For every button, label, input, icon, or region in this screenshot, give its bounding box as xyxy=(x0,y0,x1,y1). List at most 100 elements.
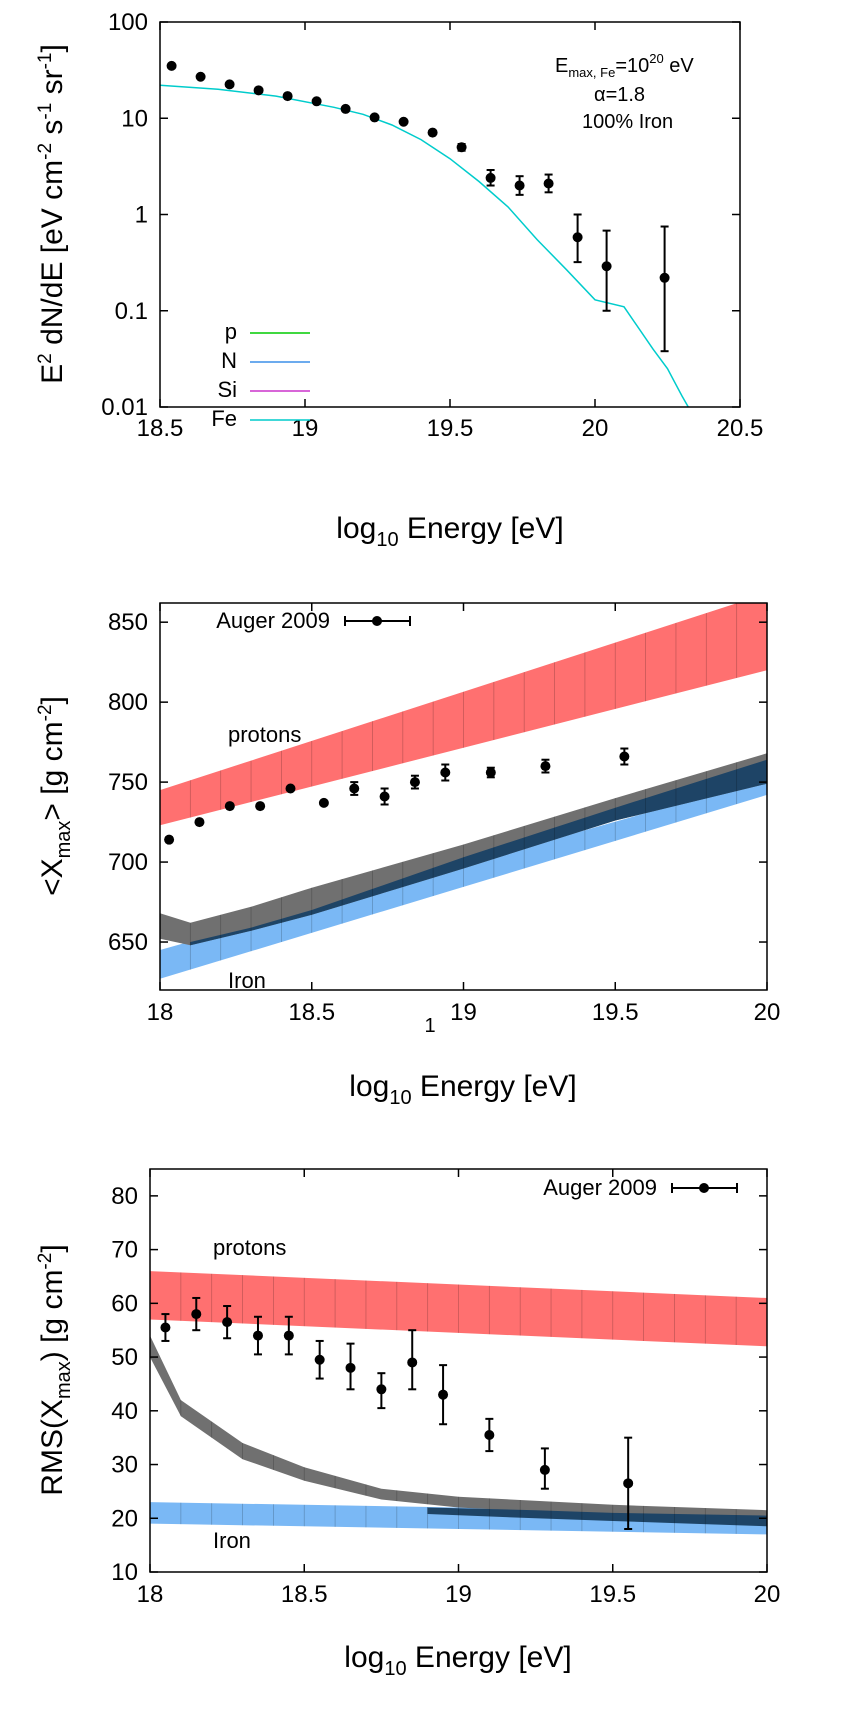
data-point xyxy=(619,751,630,762)
spectrum-annotation-composition: 100% Iron xyxy=(582,111,673,133)
xmax-ticks: 18 18.5 19 19.5 20 650 700 750 800 850 xyxy=(108,603,780,1026)
y-tick-label: 30 xyxy=(111,1452,138,1479)
rms-band-label-iron: Iron xyxy=(213,1528,251,1553)
x-tick-label: 19.5 xyxy=(427,415,474,442)
data-point xyxy=(318,797,329,808)
x-tick-label: 18.5 xyxy=(288,999,335,1026)
data-point xyxy=(456,142,467,153)
y-tick-label: 40 xyxy=(111,1398,138,1425)
x-tick-label: 18.5 xyxy=(137,415,184,442)
data-point xyxy=(252,1330,263,1341)
spectrum-data-points xyxy=(166,60,670,353)
x-tick-label: 20 xyxy=(754,1581,781,1608)
data-point xyxy=(194,817,205,828)
x-tick-label: 20 xyxy=(582,415,609,442)
y-tick-label: 850 xyxy=(108,609,148,636)
x-tick-label: 20 xyxy=(754,999,781,1026)
xmax-data-points xyxy=(164,747,630,845)
xmax-band-label-iron: Iron xyxy=(228,968,266,993)
spectrum-panel: 18.5 19 19.5 20 20.5 0.01 0.1 1 10 100 Emax, Fe=1… xyxy=(35,9,763,551)
data-point xyxy=(345,1362,356,1373)
y-tick-label: 700 xyxy=(108,849,148,876)
page-marker: 1 xyxy=(424,1015,435,1037)
xmax-band-label-protons: protons xyxy=(228,722,301,747)
y-tick-label: 0.01 xyxy=(101,394,148,421)
data-point xyxy=(659,272,670,283)
y-tick-label: 10 xyxy=(111,1559,138,1586)
data-point xyxy=(601,261,612,272)
data-point xyxy=(282,91,293,102)
legend-label-n: N xyxy=(221,348,237,373)
data-point xyxy=(283,1330,294,1341)
spectrum-ticks: 18.5 19 19.5 20 20.5 0.01 0.1 1 10 100 xyxy=(101,9,763,442)
spectrum-annotation-alpha: α=1.8 xyxy=(594,84,645,106)
legend-label-fe: Fe xyxy=(211,406,237,431)
data-point xyxy=(427,127,438,138)
y-tick-label: 750 xyxy=(108,769,148,796)
data-point xyxy=(164,834,175,845)
rms-ticks: 18 18.5 19 19.5 20 10 20 30 40 50 60 70 80 xyxy=(111,1169,780,1608)
x-tick-label: 19.5 xyxy=(592,999,639,1026)
x-tick-label: 19 xyxy=(450,999,477,1026)
data-point xyxy=(543,178,554,189)
data-point xyxy=(539,1464,550,1475)
data-point xyxy=(166,60,177,71)
rms-y-axis-title: RMS(Xmax) [g cm-2] xyxy=(35,1244,75,1495)
x-tick-label: 20.5 xyxy=(717,415,764,442)
legend-label-si: Si xyxy=(217,377,237,402)
rms-legend-label: Auger 2009 xyxy=(543,1175,657,1200)
data-point xyxy=(340,103,351,114)
y-tick-label: 800 xyxy=(108,689,148,716)
rms-legend-marker xyxy=(671,1183,738,1193)
data-point xyxy=(398,116,409,127)
spectrum-annotation-emax: Emax, Fe=1020 eV xyxy=(555,51,694,80)
data-point xyxy=(485,767,496,778)
y-tick-label: 70 xyxy=(111,1237,138,1264)
y-tick-label: 10 xyxy=(121,105,148,132)
y-tick-label: 0.1 xyxy=(115,298,148,325)
data-point xyxy=(311,96,322,107)
data-point xyxy=(253,85,264,96)
spectrum-curves xyxy=(160,84,690,407)
data-point xyxy=(514,180,525,191)
x-tick-label: 18 xyxy=(147,999,174,1026)
data-point xyxy=(224,801,235,812)
rms-data-points xyxy=(160,1296,634,1531)
rms-x-axis-title: log10 Energy [eV] xyxy=(344,1641,571,1680)
data-point xyxy=(255,801,266,812)
data-point xyxy=(369,112,380,123)
y-tick-label: 100 xyxy=(108,9,148,36)
x-tick-label: 18.5 xyxy=(281,1581,328,1608)
data-point xyxy=(407,1357,418,1368)
y-tick-label: 50 xyxy=(111,1344,138,1371)
band-model-2 xyxy=(150,1335,767,1521)
data-point xyxy=(379,791,390,802)
x-tick-label: 19 xyxy=(292,415,319,442)
series-line-fe xyxy=(160,84,690,407)
data-point xyxy=(191,1309,202,1320)
data-point xyxy=(376,1384,387,1395)
legend-label-p: p xyxy=(225,319,237,344)
rms-band-label-protons: protons xyxy=(213,1235,286,1260)
spectrum-x-axis-title: log10 Energy [eV] xyxy=(336,512,563,551)
rms-bands xyxy=(150,1271,767,1535)
data-point xyxy=(349,783,360,794)
band-protons xyxy=(160,603,767,826)
data-point xyxy=(224,79,235,90)
data-point xyxy=(623,1478,634,1489)
band-model-3 xyxy=(427,1507,767,1527)
band-model-2 xyxy=(160,753,767,946)
spectrum-y-axis-title: E2 dN/dE [eV cm-2 s-1 sr-1] xyxy=(35,44,69,384)
data-point xyxy=(195,71,206,82)
y-tick-label: 650 xyxy=(108,929,148,956)
xmax-legend-label: Auger 2009 xyxy=(216,608,330,633)
data-point xyxy=(485,172,496,183)
y-tick-label: 20 xyxy=(111,1505,138,1532)
xmax-x-axis-title: log10 Energy [eV] xyxy=(349,1070,576,1109)
xmax-legend-marker xyxy=(344,616,411,626)
y-tick-label: 60 xyxy=(111,1290,138,1317)
spectrum-legend: p N Si Fe xyxy=(211,319,310,431)
data-point xyxy=(160,1322,171,1333)
data-point xyxy=(222,1317,233,1328)
